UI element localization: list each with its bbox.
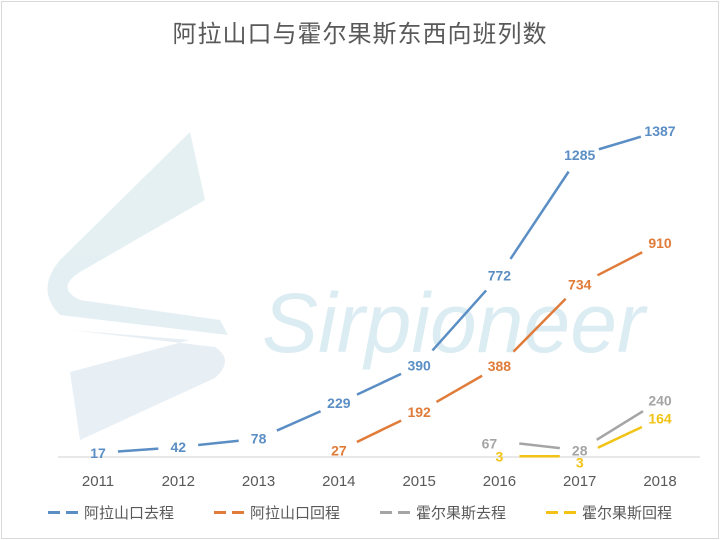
data-label: 28: [572, 442, 588, 458]
data-label: 1387: [644, 123, 675, 139]
x-tick-label: 2015: [402, 473, 435, 490]
series-line-segment: [519, 442, 560, 450]
data-label: 67: [482, 435, 498, 451]
watermark-logo-icon: [47, 132, 228, 440]
series-line-segment: [597, 425, 643, 449]
data-label: 240: [648, 393, 672, 409]
x-tick-label: 2018: [643, 473, 676, 490]
legend-swatch-icon: [380, 511, 412, 514]
series-line-segment: [198, 439, 239, 447]
data-label: 772: [488, 268, 512, 284]
legend-item: 霍尔果斯回程: [546, 502, 672, 523]
data-label: 164: [648, 410, 672, 426]
data-label: 3: [496, 448, 504, 464]
series-line-segment: [117, 447, 159, 453]
x-tick-label: 2013: [242, 473, 275, 490]
data-label: 27: [331, 443, 347, 459]
series-line-segment: [435, 374, 483, 404]
data-label: 910: [648, 235, 672, 251]
x-tick-label: 2016: [483, 473, 516, 490]
legend-item: 霍尔果斯去程: [380, 502, 506, 523]
x-tick-label: 2017: [563, 473, 596, 490]
series-line-segment: [598, 135, 642, 151]
series-line-segment: [356, 372, 402, 396]
series-line-segment: [509, 170, 570, 260]
x-tick-label: 2011: [82, 473, 114, 490]
data-label: 734: [568, 276, 592, 292]
legend-label: 阿拉山口回程: [249, 504, 340, 522]
data-label: 3: [576, 454, 584, 470]
legend-swatch-icon: [546, 511, 579, 514]
x-tick-label: 2014: [322, 473, 355, 490]
x-tick-label: 2012: [162, 473, 195, 490]
legend-swatch-icon: [213, 511, 246, 514]
data-label: 229: [327, 395, 351, 411]
series-line-segment: [512, 297, 567, 353]
watermark-text: Sirpioneer: [262, 276, 648, 370]
data-label: 388: [488, 358, 512, 374]
data-label: 78: [251, 431, 267, 447]
legend-label: 霍尔果斯回程: [582, 504, 673, 522]
legend-item: 阿拉山口回程: [213, 502, 340, 523]
data-label: 192: [407, 404, 431, 420]
series-line-segment: [356, 419, 402, 444]
chart-title: 阿拉山口与霍尔果斯东西向班列数: [172, 20, 548, 48]
data-label: 390: [407, 357, 431, 373]
series-line-segment: [276, 410, 322, 432]
series-line-segment: [596, 251, 643, 277]
series-line-segment: [431, 289, 488, 352]
series-line-segment: [596, 410, 644, 441]
data-label: 17: [90, 445, 106, 461]
legend-item: 阿拉山口去程: [47, 502, 174, 523]
chart-legend: 阿拉山口去程 阿拉山口回程 霍尔果斯去程 霍尔果斯回程: [0, 502, 720, 523]
legend-swatch-icon: [47, 511, 80, 514]
data-label: 1285: [564, 147, 595, 163]
legend-label: 霍尔果斯去程: [416, 504, 507, 522]
legend-label: 阿拉山口去程: [83, 504, 174, 522]
data-label: 42: [170, 439, 186, 455]
